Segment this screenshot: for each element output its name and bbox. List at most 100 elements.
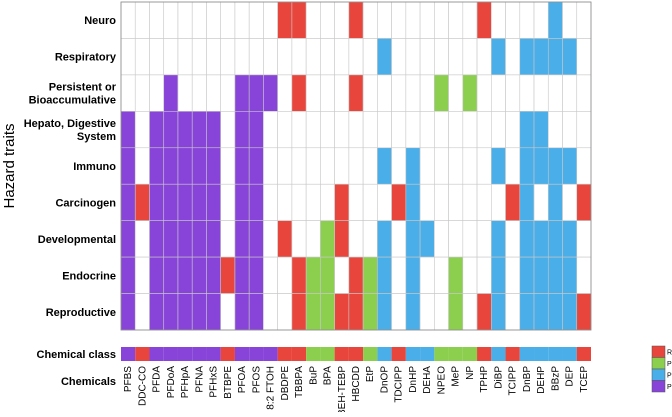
heat-cell [206, 256, 221, 294]
heat-cell [334, 38, 350, 76]
x-tick-label: PFHpA [180, 366, 191, 399]
heat-cell [305, 74, 321, 112]
heat-cell [491, 1, 506, 39]
heat-cell [291, 147, 307, 185]
heat-cell [277, 74, 293, 112]
heat-cell [220, 183, 236, 221]
heat-cell [434, 293, 449, 331]
x-tick-label: BBzP [550, 366, 561, 391]
heat-cell [305, 38, 321, 76]
heat-cell [533, 256, 549, 294]
class-cell [391, 347, 406, 361]
x-tick-label: MeP [451, 366, 462, 387]
heat-cell [134, 147, 150, 185]
heat-cell [263, 220, 278, 258]
legend-label: Phthalate [667, 373, 672, 380]
class-cell [434, 347, 449, 361]
heat-cell [434, 74, 449, 112]
row-label: Immuno [73, 161, 116, 173]
heat-cell [434, 111, 449, 149]
heat-cell [405, 111, 421, 149]
heat-cell [320, 111, 335, 149]
heat-cell [448, 256, 464, 294]
heat-cell [519, 220, 535, 258]
heat-cell [462, 74, 478, 112]
heat-cell [320, 74, 335, 112]
heat-cell [405, 220, 421, 258]
heat-cell [149, 111, 165, 149]
class-cell [348, 347, 364, 361]
heat-cell [234, 256, 250, 294]
heat-cell [348, 147, 364, 185]
heat-cell [533, 1, 549, 39]
class-cell [562, 347, 577, 361]
heat-cell [377, 220, 392, 258]
heat-cell [405, 74, 421, 112]
x-tick-label: DDC-CO [137, 366, 148, 406]
heat-cell [320, 38, 335, 76]
heat-cell [334, 147, 350, 185]
heat-cell [163, 1, 179, 39]
class-cell [177, 347, 193, 361]
heat-cell [206, 147, 221, 185]
heat-cell [391, 111, 407, 149]
x-tick-label: DnOP [379, 366, 390, 394]
heat-cell [234, 183, 250, 221]
heat-cell [519, 38, 535, 76]
heat-cell [362, 183, 378, 221]
heat-cell [348, 1, 364, 39]
heat-cell [177, 183, 193, 221]
heat-cell [377, 256, 392, 294]
class-cell [263, 347, 278, 361]
class-cell [291, 347, 307, 361]
heat-cell [547, 293, 563, 331]
heat-cell [263, 38, 278, 76]
class-cell [448, 347, 463, 361]
heat-cell [305, 256, 321, 294]
class-row-label: Chemical class [37, 349, 117, 361]
heat-cell [576, 147, 592, 185]
x-tick-label: BEH-TEBP [337, 366, 348, 412]
heat-cell [533, 111, 549, 149]
x-tick-label: EtP [365, 366, 376, 382]
heat-cell [476, 74, 492, 112]
heat-cell [462, 38, 478, 76]
heat-cell [163, 293, 179, 331]
heat-cell [519, 293, 535, 331]
heat-cell [547, 183, 563, 221]
heat-cell [134, 1, 150, 39]
x-tick-label: TPHP [479, 366, 490, 393]
heat-cell [305, 147, 321, 185]
heat-cell [505, 183, 521, 221]
heat-cell [191, 147, 207, 185]
x-tick-label: PFOA [237, 366, 248, 394]
heat-cell [248, 38, 264, 76]
heat-cell [362, 111, 378, 149]
x-tick-label: PFDoA [166, 366, 177, 399]
class-cell [249, 347, 264, 361]
class-cell [477, 347, 492, 361]
heat-cell [405, 293, 421, 331]
x-tick-label: TCIPP [508, 366, 519, 396]
heat-cell [263, 74, 278, 112]
heat-cell [277, 183, 293, 221]
heat-cell [576, 74, 592, 112]
x-tick-label: DEHP [536, 366, 547, 394]
heat-cell [120, 256, 136, 294]
heat-cell [462, 256, 478, 294]
heat-cell [220, 256, 236, 294]
heat-cell [476, 256, 492, 294]
heat-cell [163, 183, 179, 221]
class-cell [334, 347, 349, 361]
x-tick-label: BPA [323, 366, 334, 386]
row-label: Persistent or Bioaccumulative [29, 82, 117, 107]
class-cell [534, 347, 549, 361]
heat-cell [305, 183, 321, 221]
heat-cell [462, 293, 478, 331]
heat-cell [120, 1, 136, 39]
heat-cell [291, 256, 307, 294]
heat-cell [391, 220, 407, 258]
heat-cell [206, 111, 221, 149]
heat-cell [462, 147, 478, 185]
heat-cell [505, 1, 521, 39]
